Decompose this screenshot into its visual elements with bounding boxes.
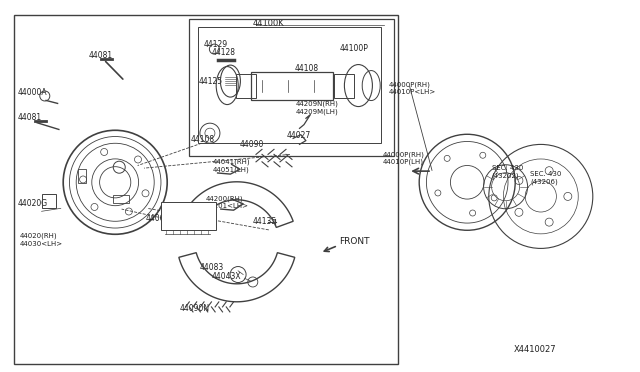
Bar [198,27,381,143]
Text: 44129: 44129 [204,40,228,49]
Text: 44060K: 44060K [146,214,175,223]
Text: (43202): (43202) [492,172,519,179]
Text: 44200(RH): 44200(RH) [206,196,244,202]
Text: 44000P(RH): 44000P(RH) [383,151,424,158]
Text: 44000A: 44000A [18,88,47,97]
Text: 44020(RH): 44020(RH) [19,233,57,240]
Text: 44051(LH): 44051(LH) [212,166,249,173]
Text: 44209N(RH): 44209N(RH) [296,101,339,108]
Bar [14,15,398,364]
Text: 44083: 44083 [200,263,224,272]
Text: X4410027: X4410027 [514,345,557,354]
Text: 44090N: 44090N [179,304,209,312]
Text: 44201<LH>: 44201<LH> [206,203,249,209]
Text: 44125: 44125 [198,77,223,86]
Text: FRONT: FRONT [339,237,370,246]
Bar [42,193,56,208]
Text: 44010P(LH): 44010P(LH) [383,158,424,165]
Bar [189,19,394,156]
Text: 44027: 44027 [287,131,311,140]
Text: 44108: 44108 [191,135,215,144]
Text: 44081: 44081 [18,113,42,122]
Text: (43206): (43206) [530,178,557,185]
Text: SEC. 430: SEC. 430 [492,165,523,171]
Text: 44030<LH>: 44030<LH> [19,241,62,247]
Text: 44000P(RH): 44000P(RH) [389,81,431,88]
Text: 44081: 44081 [88,51,113,60]
Bar [236,74,255,97]
Text: 44108: 44108 [294,64,319,73]
Text: 44043X: 44043X [211,272,241,280]
Text: 44100K: 44100K [253,19,285,28]
Text: SEC. 430: SEC. 430 [530,171,561,177]
Bar [78,169,86,183]
Text: 44135: 44135 [253,217,277,226]
Text: 44128: 44128 [211,48,236,57]
Bar [334,74,354,97]
Text: 44209M(LH): 44209M(LH) [296,108,339,115]
Text: 44020G: 44020G [18,199,48,208]
Text: 44100P: 44100P [339,44,368,53]
Bar [113,195,129,203]
Bar [251,71,333,100]
Text: 44041(RH): 44041(RH) [212,158,250,165]
Bar [161,202,216,230]
Text: 44090: 44090 [240,140,264,149]
Text: 44010P<LH>: 44010P<LH> [389,89,436,95]
